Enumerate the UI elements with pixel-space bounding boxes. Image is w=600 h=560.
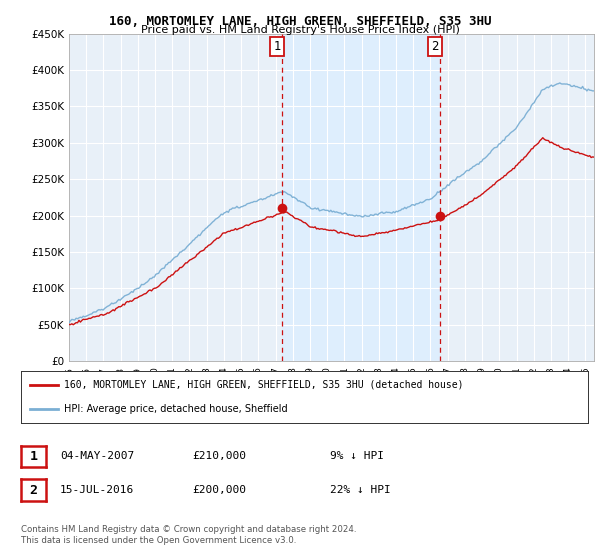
Text: £200,000: £200,000 xyxy=(192,485,246,495)
Text: 1: 1 xyxy=(29,450,38,463)
Text: 22% ↓ HPI: 22% ↓ HPI xyxy=(330,485,391,495)
Text: £210,000: £210,000 xyxy=(192,451,246,461)
Text: 1: 1 xyxy=(273,40,281,53)
Text: 15-JUL-2016: 15-JUL-2016 xyxy=(60,485,134,495)
Text: 9% ↓ HPI: 9% ↓ HPI xyxy=(330,451,384,461)
Text: Contains HM Land Registry data © Crown copyright and database right 2024.
This d: Contains HM Land Registry data © Crown c… xyxy=(21,525,356,545)
Text: Price paid vs. HM Land Registry's House Price Index (HPI): Price paid vs. HM Land Registry's House … xyxy=(140,25,460,35)
Text: 04-MAY-2007: 04-MAY-2007 xyxy=(60,451,134,461)
Text: 160, MORTOMLEY LANE, HIGH GREEN, SHEFFIELD, S35 3HU (detached house): 160, MORTOMLEY LANE, HIGH GREEN, SHEFFIE… xyxy=(64,380,463,390)
Text: 2: 2 xyxy=(29,483,38,497)
Text: HPI: Average price, detached house, Sheffield: HPI: Average price, detached house, Shef… xyxy=(64,404,287,414)
Text: 160, MORTOMLEY LANE, HIGH GREEN, SHEFFIELD, S35 3HU: 160, MORTOMLEY LANE, HIGH GREEN, SHEFFIE… xyxy=(109,15,491,27)
Text: 2: 2 xyxy=(431,40,439,53)
Bar xyxy=(281,34,440,361)
